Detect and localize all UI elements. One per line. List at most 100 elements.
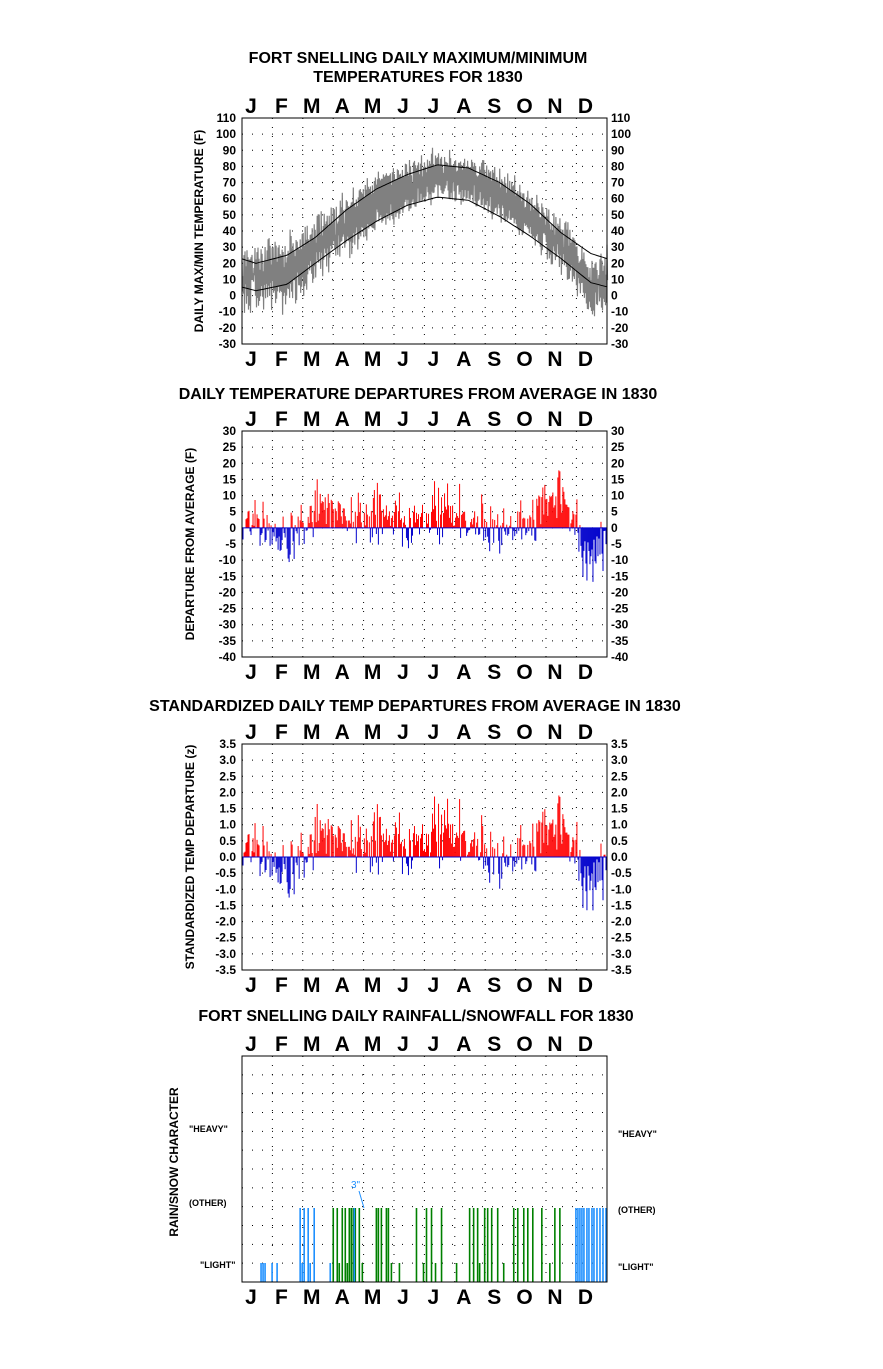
y-tick-left: 60 [223,192,237,206]
month-label-1: J [245,974,257,997]
y-tick-left: 20 [223,256,237,270]
panel-precipitation: FORT SNELLING DAILY RAINFALL/SNOWFALL FO… [167,1008,657,1309]
month-label-3: M [303,1033,321,1056]
y-tick-right: -30 [611,337,629,351]
y-tick-right: 50 [611,208,625,222]
month-label-10: O [516,974,532,997]
plot-marks [241,147,609,317]
y-tick-right: 3.5 [611,737,628,751]
month-label-2: F [275,661,288,684]
y-tick-right: 0.5 [611,834,628,848]
month-label-6: J [397,95,409,118]
month-label-6: J [397,974,409,997]
month-label-11: N [547,95,562,118]
y-tick-right: -20 [611,585,629,599]
y-tick-right: -0.5 [611,866,632,880]
month-label-3: M [303,721,321,744]
y-tick-left: 25 [223,440,237,454]
month-label-7: J [428,408,440,431]
y-tick-right: -35 [611,634,629,648]
plot-marks [260,1208,607,1282]
month-label-3: M [303,1286,321,1309]
y-tick-right: 30 [611,424,625,438]
month-label-9: S [487,721,501,744]
month-label-2: F [275,95,288,118]
observed-maxmin-trace [241,147,609,317]
y-tick-left: -2.5 [215,931,236,945]
month-label-9: S [487,974,501,997]
month-label-8: A [456,95,471,118]
month-label-10: O [516,721,532,744]
month-label-7: J [428,348,440,371]
month-label-4: A [335,721,350,744]
plot-frame [241,743,608,971]
month-label-9: S [487,95,501,118]
month-label-6: J [397,721,409,744]
grid [242,431,607,657]
y-tick-right: -15 [611,569,629,583]
y-tick-right: 0 [611,521,618,535]
y-tick-left: -30 [219,337,237,351]
panel-maxmin: FORT SNELLING DAILY MAXIMUM/MINIMUM TEMP… [192,50,631,371]
month-label-2: F [275,974,288,997]
panel-standardized: STANDARDIZED DAILY TEMP DEPARTURES FROM … [149,698,681,997]
y-tick-right: -1.5 [611,898,632,912]
category-light-left: "LIGHT" [200,1260,236,1270]
y-tick-left: 10 [223,489,237,503]
month-label-10: O [516,348,532,371]
y-tick-right: 70 [611,176,625,190]
month-label-8: A [456,661,471,684]
month-label-5: M [364,348,382,371]
y-tick-right: 15 [611,472,625,486]
y-tick-left: -30 [219,618,237,632]
y-tick-left: 2.5 [219,769,236,783]
y-tick-right: -3.0 [611,947,632,961]
y-tick-left: -25 [219,602,237,616]
month-label-9: S [487,1033,501,1056]
y-tick-left: -5 [225,537,236,551]
y-tick-left: -1.5 [215,898,236,912]
y-tick-left: -20 [219,321,237,335]
month-label-5: M [364,408,382,431]
month-label-1: J [245,408,257,431]
month-label-1: J [245,721,257,744]
month-label-11: N [547,348,562,371]
month-label-8: A [456,1286,471,1309]
month-label-2: F [275,348,288,371]
plot-marks [241,795,608,911]
y-tick-right: -10 [611,305,629,319]
y-tick-left: 30 [223,240,237,254]
y-tick-right: -10 [611,553,629,567]
month-label-9: S [487,661,501,684]
month-label-10: O [516,661,532,684]
month-label-2: F [275,1033,288,1056]
y-tick-right: -25 [611,602,629,616]
month-label-1: J [245,348,257,371]
y-tick-left: 110 [217,111,237,125]
month-label-7: J [428,661,440,684]
month-label-4: A [335,95,350,118]
y-tick-left: -0.5 [215,866,236,880]
month-label-7: J [428,974,440,997]
y-tick-left: -40 [219,650,237,664]
category-heavy-right: "HEAVY" [618,1129,657,1139]
y-tick-left: 30 [223,424,237,438]
y-tick-left: 70 [223,176,237,190]
month-label-10: O [516,1033,532,1056]
chart-title: DAILY TEMPERATURE DEPARTURES FROM AVERAG… [179,386,658,403]
y-tick-right: 2.5 [611,769,628,783]
y-tick-right: -2.5 [611,931,632,945]
y-tick-left: 3.0 [219,753,236,767]
y-axis-label: RAIN/SNOW CHARACTER [167,1087,181,1237]
chart-title-line-2: TEMPERATURES FOR 1830 [313,69,523,86]
y-tick-left: 1.5 [219,802,236,816]
y-tick-right: 80 [611,159,625,173]
y-tick-left: 0.0 [219,850,236,864]
y-tick-right: 30 [611,240,625,254]
y-tick-left: -1.0 [215,882,236,896]
y-tick-right: 1.5 [611,802,628,816]
y-tick-left: 80 [223,159,237,173]
